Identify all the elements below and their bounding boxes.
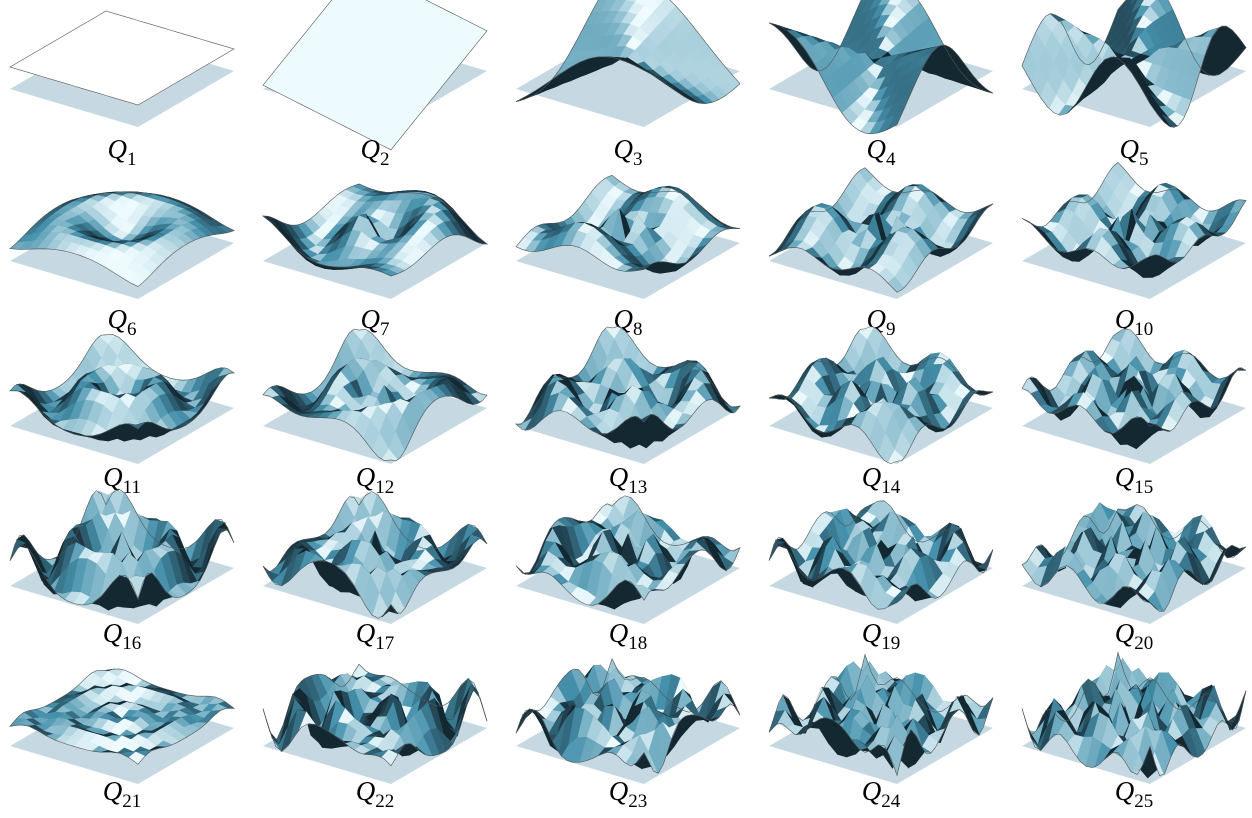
- panel-label: Q1: [108, 134, 137, 170]
- surface-plot: Q4: [768, 0, 994, 170]
- panel-label: Q2: [361, 134, 390, 170]
- surface-outline: [1021, 0, 1247, 128]
- panel-label: Q5: [1120, 134, 1149, 170]
- surface-outline: [9, 192, 235, 287]
- surface-patch: [768, 539, 786, 561]
- panel-label: Q19: [862, 618, 901, 654]
- surface-plot: Q15: [1021, 328, 1247, 498]
- surface-outline: [768, 0, 994, 135]
- label-symbol: Q: [609, 462, 629, 492]
- label-symbol: Q: [361, 134, 381, 164]
- label-symbol: Q: [356, 462, 376, 492]
- label-subscript: 4: [886, 149, 896, 170]
- panel-label: Q15: [1115, 462, 1154, 498]
- panel-label: Q18: [609, 618, 648, 654]
- surface-plot: Q1: [9, 10, 235, 170]
- label-symbol: Q: [103, 776, 123, 806]
- surface-plot: Q24: [768, 653, 994, 812]
- label-subscript: 21: [122, 791, 141, 812]
- panel-label: Q17: [356, 618, 395, 654]
- label-subscript: 8: [633, 319, 643, 340]
- label-subscript: 2: [380, 149, 390, 170]
- label-symbol: Q: [867, 134, 887, 164]
- surface-plot: Q5: [1021, 0, 1247, 170]
- label-symbol: Q: [103, 462, 123, 492]
- label-symbol: Q: [609, 776, 629, 806]
- surface-plot: Q21: [9, 668, 235, 812]
- surface-plot: Q2: [262, 0, 488, 170]
- panel-label: Q6: [108, 304, 137, 340]
- label-symbol: Q: [609, 618, 629, 648]
- surface-plot: Q11: [9, 334, 235, 498]
- label-subscript: 7: [380, 319, 390, 340]
- surface-plot: Q17: [262, 491, 488, 654]
- label-symbol: Q: [356, 776, 376, 806]
- surface-plot: Q18: [515, 495, 741, 654]
- panel-label: Q12: [356, 462, 395, 498]
- label-subscript: 3: [633, 149, 643, 170]
- surface-plot: Q13: [515, 326, 741, 498]
- surface-plot: Q22: [262, 663, 488, 812]
- label-symbol: Q: [108, 134, 128, 164]
- label-subscript: 13: [628, 477, 647, 498]
- label-symbol: Q: [361, 304, 381, 334]
- surface-plot: Q8: [515, 174, 741, 340]
- surface-outline: [262, 0, 488, 151]
- label-subscript: 1: [127, 149, 137, 170]
- label-subscript: 19: [881, 633, 900, 654]
- surface-plot: Q6: [9, 191, 235, 340]
- label-symbol: Q: [1115, 618, 1135, 648]
- label-symbol: Q: [1120, 134, 1140, 164]
- surface-plot: Q10: [1021, 161, 1247, 340]
- panel-label: Q3: [614, 134, 643, 170]
- surface-plot: Q9: [768, 167, 994, 340]
- surface-plot: Q25: [1021, 651, 1247, 812]
- label-symbol: Q: [862, 776, 882, 806]
- surface-patch: [976, 549, 994, 571]
- panel-label: Q20: [1115, 618, 1154, 654]
- label-symbol: Q: [862, 618, 882, 648]
- panel-label: Q16: [103, 618, 142, 654]
- surface-plot: Q19: [768, 500, 994, 654]
- label-subscript: 14: [881, 477, 901, 498]
- surface-plot: Q3: [515, 0, 741, 170]
- surface-plot: Q14: [768, 325, 994, 498]
- label-subscript: 6: [127, 319, 137, 340]
- label-symbol: Q: [862, 462, 882, 492]
- label-symbol: Q: [614, 134, 634, 164]
- surface-plot: Q7: [262, 183, 488, 340]
- label-subscript: 17: [375, 633, 394, 654]
- surface-plot: Q16: [9, 488, 235, 654]
- label-symbol: Q: [103, 618, 123, 648]
- label-subscript: 22: [375, 791, 394, 812]
- label-subscript: 20: [1134, 633, 1153, 654]
- panel-label: Q13: [609, 462, 648, 498]
- label-symbol: Q: [1115, 462, 1135, 492]
- surface-patch: [9, 539, 27, 561]
- surface-plot: Q12: [262, 328, 488, 498]
- label-subscript: 15: [1134, 477, 1153, 498]
- panel-label: Q4: [867, 134, 897, 170]
- label-subscript: 18: [628, 633, 647, 654]
- panel-label: Q14: [862, 462, 901, 498]
- label-subscript: 23: [628, 791, 647, 812]
- surface-plot: Q20: [1021, 502, 1247, 654]
- surface-outline: [515, 0, 741, 104]
- label-subscript: 9: [886, 319, 896, 340]
- label-subscript: 24: [881, 791, 901, 812]
- surface-plot: Q23: [515, 658, 741, 812]
- panel-label: Q7: [361, 304, 390, 340]
- label-symbol: Q: [356, 618, 376, 648]
- surface-outline: [262, 183, 488, 277]
- label-subscript: 16: [122, 633, 141, 654]
- label-symbol: Q: [108, 304, 128, 334]
- label-subscript: 5: [1139, 149, 1149, 170]
- surface-outline: [9, 10, 235, 106]
